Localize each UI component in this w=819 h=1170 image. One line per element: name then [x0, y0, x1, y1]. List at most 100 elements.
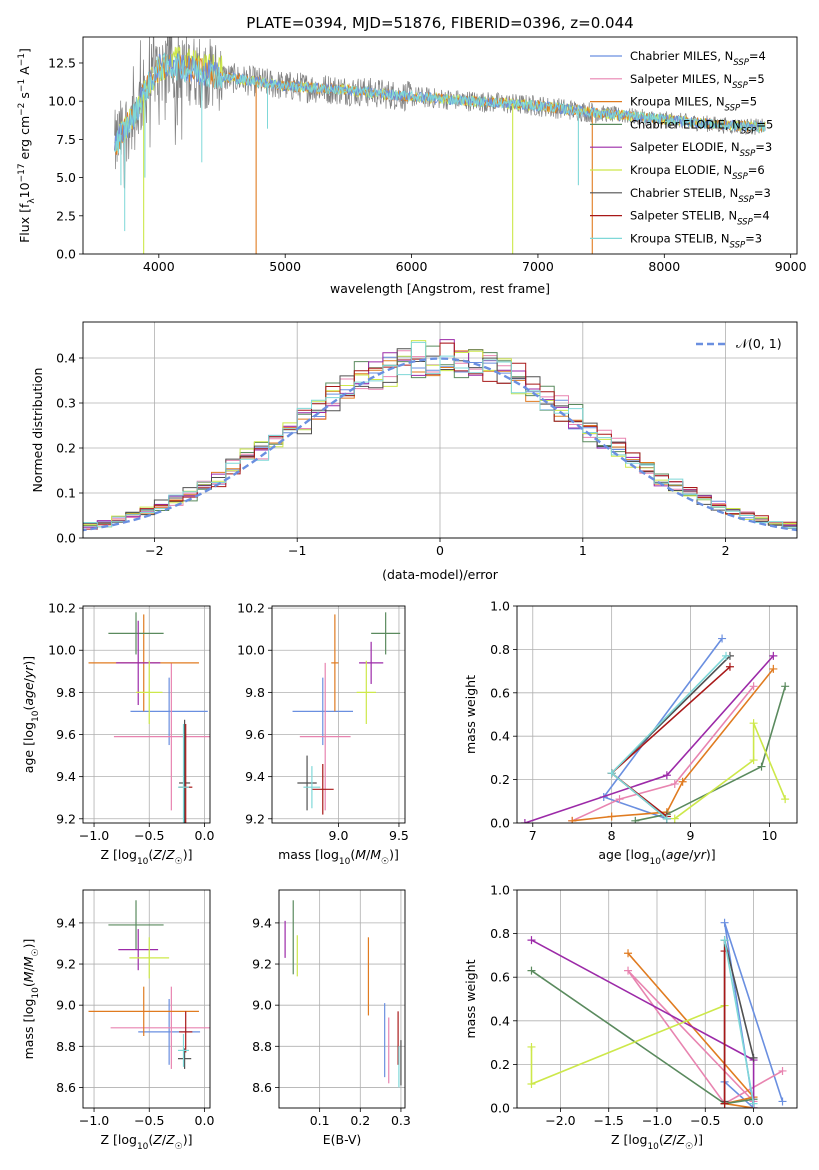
y-tick-label: 0.2: [56, 441, 76, 456]
y-tick-label: 10.2: [48, 601, 76, 616]
x-tick-label: 9.5: [389, 828, 409, 843]
y-tick-label: 9.8: [245, 685, 265, 700]
y-tick-label: 9.6: [245, 727, 265, 742]
mass-weight-marker: [722, 651, 731, 660]
y-tick-label: 0.2: [490, 1057, 510, 1072]
plot-area: [83, 339, 797, 533]
axes-frame: [278, 889, 406, 1109]
y-tick-label: 9.0: [252, 998, 272, 1013]
x-tick-label: 0.2: [350, 1113, 370, 1128]
normal-distribution-curve: [83, 357, 797, 532]
y-tick-label: 0.3: [56, 396, 76, 411]
mass-weight-marker: [769, 651, 778, 660]
mass-weight-marker: [662, 771, 671, 780]
mass-weight-marker: [615, 795, 624, 804]
mass-vs-metallicity-panel: −1.0 −0.5 0.0 8.6 8.8 9.0 9.2 9.4 Z [log10(Z/Z☉)…: [21, 889, 214, 1152]
mass-weight-marker: [670, 814, 679, 823]
legend-label: Chabrier ELODIE, NSSP=5: [630, 117, 773, 136]
plot-area: [527, 918, 787, 1108]
x-tick-label: 9.0: [329, 828, 349, 843]
x-tick-label: 9000: [775, 259, 807, 274]
y-tick-label: 10.0: [48, 643, 76, 658]
legend-label: Salpeter ELODIE, NSSP=3: [630, 140, 772, 159]
y-axis-label: mass weight: [463, 675, 478, 754]
x-tick-label: 0: [436, 543, 444, 558]
x-tick-label: 0.0: [744, 1113, 764, 1128]
x-tick-label: −1.5: [594, 1113, 624, 1128]
mass-weight-marker: [670, 779, 679, 788]
mass-weight-marker: [520, 819, 529, 823]
mass-weight-line: [635, 686, 786, 822]
age-vs-metallicity-panel: −1.0 −0.5 0.0 9.2 9.4 9.6 9.8 10.0 10.2 Z [log10(…: [21, 601, 214, 867]
x-tick-label: −1.0: [79, 828, 109, 843]
mass-weight-marker: [749, 1099, 758, 1108]
x-tick-label: −0.5: [134, 1113, 164, 1128]
y-axis-label: mass [log10(M/M☉)]: [21, 939, 41, 1060]
y-tick-label: 0.4: [490, 729, 510, 744]
mass-weight-marker: [725, 662, 734, 671]
mass-weight-marker: [527, 936, 536, 945]
axes-frame: [271, 605, 406, 824]
mass-weight-line: [674, 722, 786, 820]
x-tick-label: −2.0: [545, 1113, 575, 1128]
mass-weight-marker: [568, 816, 577, 823]
plot-area: [520, 634, 790, 823]
legend-label: Salpeter MILES, NSSP=5: [630, 72, 765, 91]
y-tick-label: 0.0: [490, 816, 510, 831]
x-axis-label: Z [log10(Z/Z☉)]: [100, 1132, 192, 1152]
x-tick-label: −1.0: [642, 1113, 672, 1128]
y-tick-label: 2.5: [56, 208, 76, 223]
x-axis-label: Z [log10(Z/Z☉)]: [100, 847, 192, 867]
mass-vs-extinction-panel: 0.1 0.2 0.3 8.6 8.8 9.0 9.2 9.4 E(B-V): [252, 889, 411, 1147]
mass-weight-marker: [607, 812, 616, 821]
y-tick-label: 10.0: [48, 94, 76, 109]
y-tick-label: 9.0: [56, 998, 76, 1013]
mass-weight-marker: [720, 1099, 729, 1108]
mass-weight-marker: [631, 816, 640, 823]
y-tick-label: 0.6: [490, 685, 510, 700]
plot-area: [292, 612, 401, 815]
x-axis-label: E(B-V): [323, 1132, 362, 1147]
residuals-panel: −2 −1 0 1 2 0.0 0.1 0.2 0.3 0.4 𝒩(0, 1) (data-model…: [30, 321, 798, 582]
x-tick-label: 0.1: [310, 1113, 330, 1128]
axes-frame: [82, 889, 211, 1109]
axes-frame: [82, 321, 798, 539]
plot-area: [284, 900, 402, 1088]
y-tick-label: 0.2: [490, 772, 510, 787]
y-tick-label: 10.2: [237, 601, 265, 616]
y-tick-label: 9.4: [252, 915, 272, 930]
age-vs-mass-panel: 9.0 9.5 9.2 9.4 9.6 9.8 10.0 10.2 mass [log10(M/…: [237, 601, 409, 867]
plot-area: [88, 612, 210, 823]
y-tick-label: 0.0: [490, 1101, 510, 1116]
mass-weight-marker: [757, 762, 766, 771]
observed-spectrum-line: [114, 37, 766, 190]
mass-weight-marker: [607, 769, 616, 778]
y-tick-label: 5.0: [56, 170, 76, 185]
mass-weight-marker: [749, 682, 758, 691]
y-tick-label: 1.0: [490, 883, 510, 898]
x-axis-label: Z [log10(Z/Z☉)]: [611, 1132, 703, 1152]
mass-weight-marker: [720, 936, 729, 945]
model-spectrum-line: [114, 52, 766, 154]
y-tick-label: 9.2: [252, 957, 272, 972]
mass-weight-marker: [527, 1080, 536, 1089]
x-tick-label: −0.5: [134, 828, 164, 843]
legend-label: Chabrier STELIB, NSSP=3: [630, 186, 771, 205]
x-tick-label: 7000: [522, 259, 554, 274]
mass-weight-marker: [624, 966, 633, 975]
x-tick-label: −1: [288, 543, 306, 558]
y-tick-label: 9.4: [56, 915, 76, 930]
legend-label: 𝒩(0, 1): [736, 336, 782, 351]
mass-weight-line: [627, 952, 756, 1108]
y-tick-label: 9.2: [56, 811, 76, 826]
y-tick-label: 0.0: [56, 247, 76, 262]
x-tick-label: 2: [722, 543, 730, 558]
mass-weight-vs-age-panel: 7 8 9 10 0.0 0.2 0.4 0.6 0.8 1.0 age [log10(age/yr…: [463, 599, 798, 867]
y-tick-label: 0.4: [56, 351, 76, 366]
legend-label: Chabrier MILES, NSSP=4: [630, 49, 766, 68]
x-axis-label: mass [log10(M/M☉)]: [278, 847, 399, 867]
x-axis-label: age [log10(age/yr)]: [598, 847, 715, 867]
x-tick-label: −0.5: [690, 1113, 720, 1128]
y-tick-label: 9.2: [245, 811, 265, 826]
